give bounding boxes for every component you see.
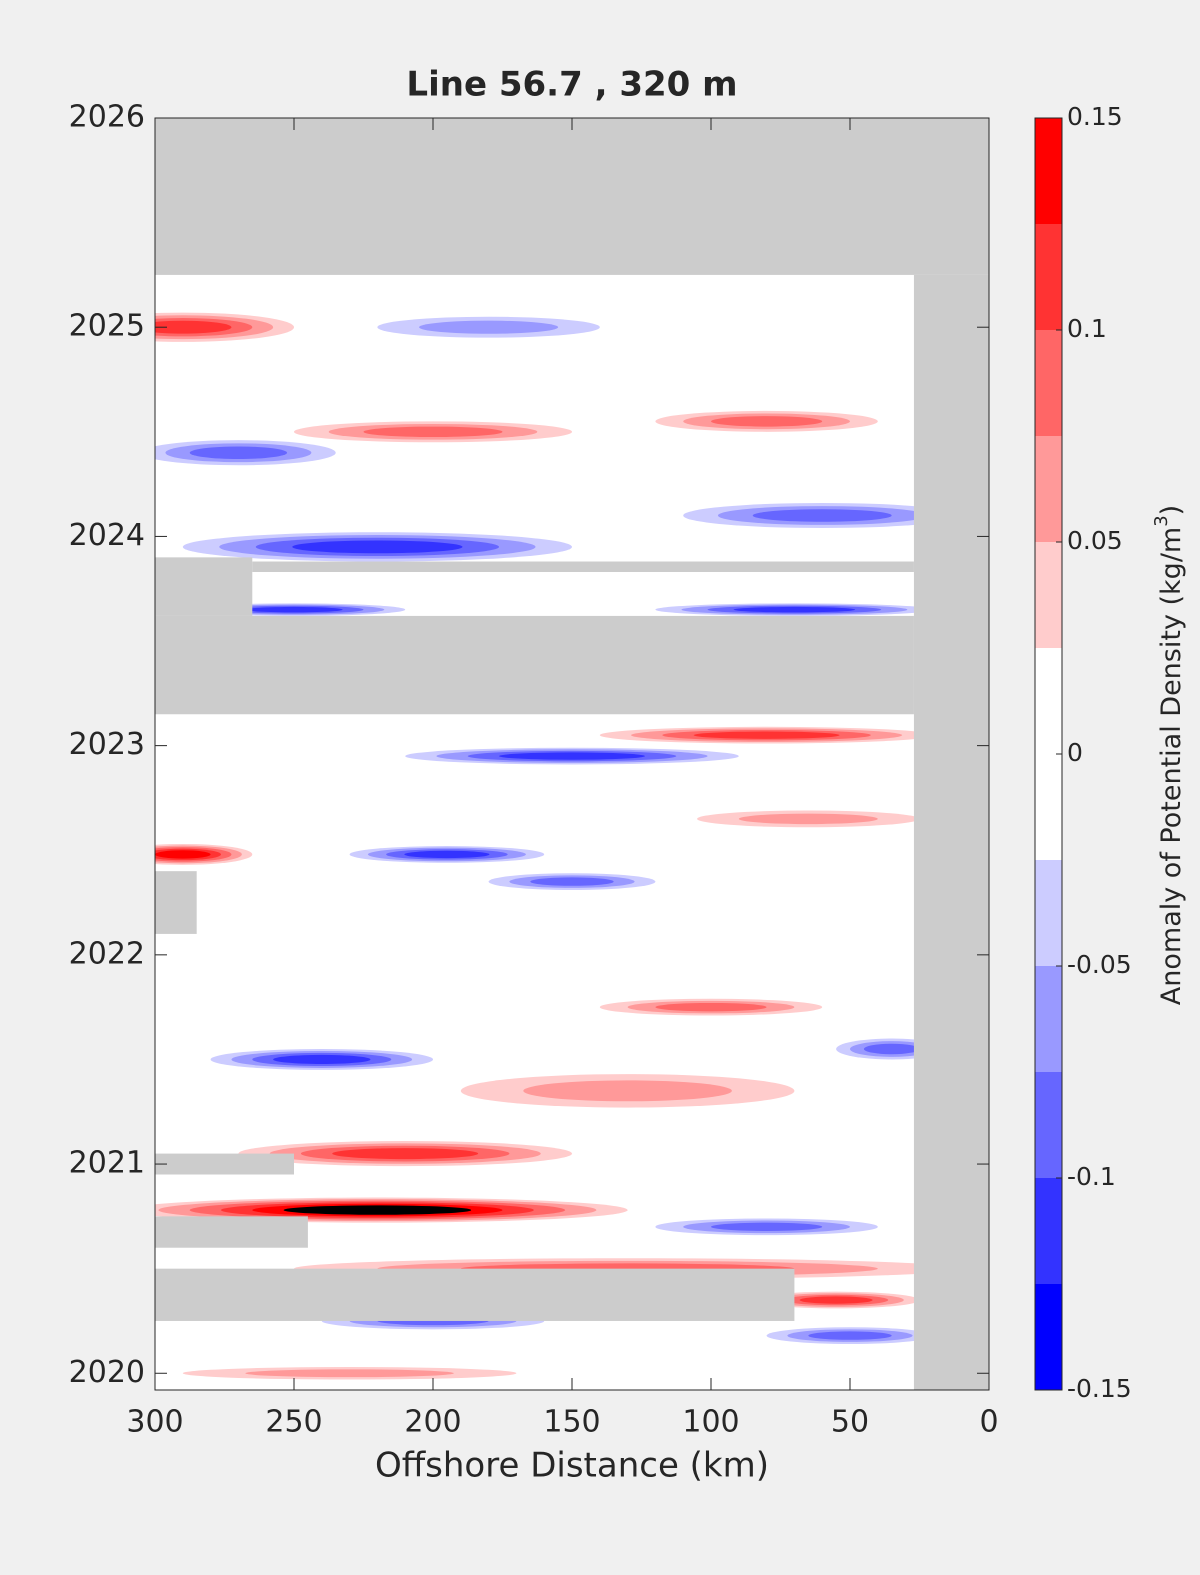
colorbar-tick-label: 0.05	[1067, 526, 1123, 555]
y-tick-label: 2023	[69, 727, 145, 762]
y-tick-label: 2021	[69, 1146, 145, 1181]
x-axis-label: Offshore Distance (km)	[375, 1446, 769, 1486]
x-tick-label: 200	[404, 1405, 461, 1440]
axes: 300 250 200 150 100 50 0 2020 2021 2022 2023 2024 20…	[69, 100, 1132, 1440]
colorbar-tick-label: -0.15	[1067, 1374, 1132, 1403]
no-data-region	[252, 561, 914, 572]
contour-fill	[332, 1148, 479, 1160]
colorbar-label-sup: 3	[1151, 515, 1172, 526]
chart-title: Line 56.7 , 320 m	[406, 65, 737, 105]
contour-fill	[189, 446, 288, 460]
no-data-region	[155, 1216, 308, 1248]
colorbar-label: Anomaly of Potential Density (kg/m3)	[1151, 505, 1187, 1005]
colorbar-tick-label: -0.05	[1067, 950, 1132, 979]
contour-fill	[752, 509, 892, 522]
contour-fill	[733, 606, 856, 613]
x-tick-label: 100	[682, 1405, 739, 1440]
colorbar-bin	[1035, 1178, 1062, 1284]
contour-fill	[530, 877, 614, 886]
contour-fill	[155, 850, 211, 859]
contour-fill	[283, 1205, 472, 1215]
colorbar-bin	[1035, 860, 1062, 966]
contour-fill	[245, 1369, 454, 1378]
contour-fill	[738, 813, 878, 825]
contour-fill	[655, 1002, 767, 1012]
colorbar-tick-label: 0.15	[1067, 102, 1123, 131]
no-data-region	[155, 1153, 294, 1175]
contour-fill	[863, 1043, 920, 1055]
contour-fill	[363, 426, 503, 438]
colorbar-tick-label: -0.1	[1067, 1162, 1116, 1191]
colorbar-label-end: )	[1156, 505, 1187, 516]
colorbar-bin	[1035, 118, 1062, 224]
no-data-region	[155, 118, 989, 275]
x-tick-label: 50	[831, 1405, 869, 1440]
colorbar-bin	[1035, 542, 1062, 648]
contour-fill	[155, 320, 232, 334]
colorbar-bin	[1035, 648, 1062, 754]
contour-fill	[523, 1080, 732, 1102]
y-tick-label: 2024	[69, 518, 145, 553]
no-data-region	[913, 274, 989, 1390]
y-tick-label: 2025	[69, 309, 145, 344]
contour-fill	[808, 1331, 892, 1340]
x-tick-label: 300	[126, 1405, 183, 1440]
colorbar-label-text: Anomaly of Potential Density (kg/m	[1156, 527, 1187, 1005]
contour-fill	[404, 850, 490, 859]
contour-fill	[292, 540, 463, 554]
no-data-layer	[155, 118, 989, 1390]
x-tick-label: 250	[265, 1405, 322, 1440]
colorbar-bin	[1035, 224, 1062, 330]
no-data-region	[155, 1268, 795, 1321]
no-data-region	[155, 557, 253, 616]
contour-fill	[799, 1296, 873, 1304]
contour-fill	[419, 320, 559, 334]
colorbar-tick-label: 0.1	[1067, 314, 1107, 343]
contour-fill	[693, 731, 840, 739]
contour-fill	[499, 752, 645, 760]
colorbar-bin	[1035, 1284, 1062, 1390]
colorbar-tick-label: 0	[1067, 738, 1083, 767]
colorbar-bin	[1035, 330, 1062, 436]
y-tick-label: 2026	[69, 100, 145, 135]
colorbar-bin	[1035, 966, 1062, 1072]
no-data-region	[155, 871, 197, 934]
contour-fill	[245, 606, 343, 613]
colorbar-bin	[1035, 1072, 1062, 1178]
x-tick-label: 150	[543, 1405, 600, 1440]
colorbar-bin	[1035, 436, 1062, 542]
contour-fill	[711, 416, 823, 427]
x-tick-label: 0	[979, 1405, 998, 1440]
colorbar-bin	[1035, 754, 1062, 860]
contour-fill	[711, 1222, 823, 1231]
contour-fill	[273, 1054, 371, 1065]
no-data-region	[155, 615, 914, 715]
y-tick-label: 2020	[69, 1355, 145, 1390]
y-tick-label: 2022	[69, 936, 145, 971]
